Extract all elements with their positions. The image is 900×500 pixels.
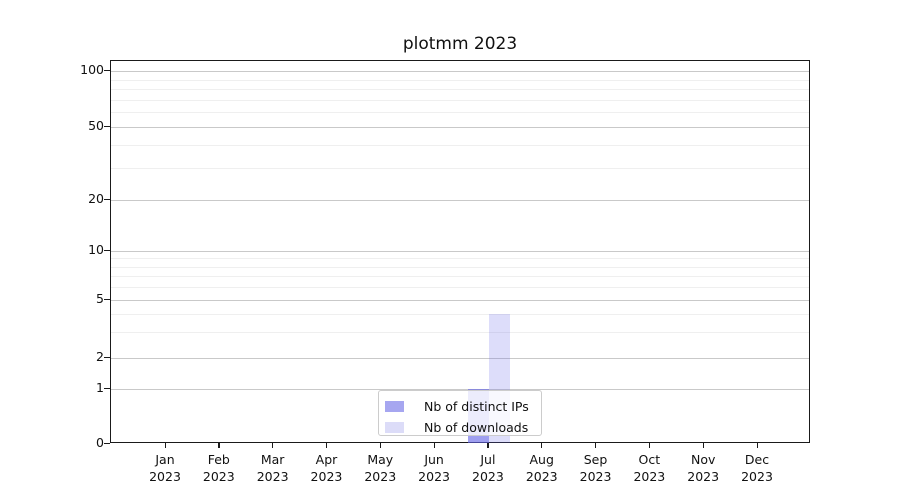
major-gridline [111,200,809,201]
x-tick-label: Feb 2023 [202,452,235,484]
minor-gridline [111,276,809,278]
legend: Nb of distinct IPs Nb of downloads [378,390,542,436]
minor-gridline [111,112,809,114]
x-tick-label: Jul 2023 [472,452,504,484]
x-tick-label: Oct 2023 [633,452,666,484]
x-tick-mark [648,443,651,448]
legend-label: Nb of downloads [424,420,529,435]
minor-gridline [111,99,809,101]
major-gridline [111,389,809,390]
minor-gridline [111,89,809,91]
major-gridline [111,251,809,252]
x-tick-mark [325,443,328,448]
x-tick-label: Jan 2023 [149,452,181,484]
legend-label: Nb of distinct IPs [424,399,529,414]
y-tick-mark [104,356,110,358]
y-tick-mark [104,69,110,71]
x-tick-mark [487,443,489,448]
x-tick-mark [379,443,381,448]
major-gridline [111,127,809,128]
minor-gridline [111,266,809,268]
x-tick-mark [272,443,274,448]
minor-gridline [111,144,809,146]
major-gridline [111,358,809,359]
minor-gridline [111,332,809,334]
x-tick-mark [595,443,597,448]
y-tick-label: 1 [96,380,104,395]
legend-entry: Nb of downloads [385,417,541,438]
y-tick-mark [104,298,110,300]
x-tick-label: May 2023 [364,452,397,484]
y-tick-mark [104,387,110,389]
minor-gridline [111,314,809,316]
y-tick-label: 10 [88,242,104,257]
x-tick-mark [541,443,543,448]
x-tick-label: Jun 2023 [418,452,450,484]
legend-swatch-downloads [385,422,404,433]
y-tick-mark [104,442,110,444]
major-gridline [111,71,809,72]
x-tick-mark [218,443,220,448]
y-tick-label: 5 [96,291,104,306]
legend-entry: Nb of distinct IPs [385,396,541,417]
chart-title: plotmm 2023 [402,34,518,54]
minor-gridline [111,167,809,169]
y-tick-mark [104,125,110,127]
x-tick-label: Aug 2023 [525,452,558,484]
y-tick-label: 2 [96,349,104,364]
minor-gridline [111,258,809,260]
x-tick-label: Dec 2023 [741,452,773,484]
x-tick-label: Sep 2023 [579,452,612,484]
y-tick-label: 20 [88,191,104,206]
x-tick-mark [756,443,758,448]
x-tick-label: Mar 2023 [256,452,289,484]
major-gridline [111,300,809,301]
x-tick-mark [702,443,704,448]
x-tick-label: Nov 2023 [687,452,720,484]
y-tick-label: 50 [88,118,104,133]
y-tick-mark [104,198,110,200]
x-tick-label: Apr 2023 [310,452,343,484]
minor-gridline [111,287,809,289]
plot-area [110,60,810,443]
legend-swatch-distinct-ips [385,401,404,412]
x-tick-mark [433,443,435,448]
y-tick-label: 100 [80,62,104,77]
y-tick-label: 0 [96,435,104,450]
minor-gridline [111,79,809,81]
x-tick-mark [164,443,166,448]
y-tick-mark [104,249,110,251]
